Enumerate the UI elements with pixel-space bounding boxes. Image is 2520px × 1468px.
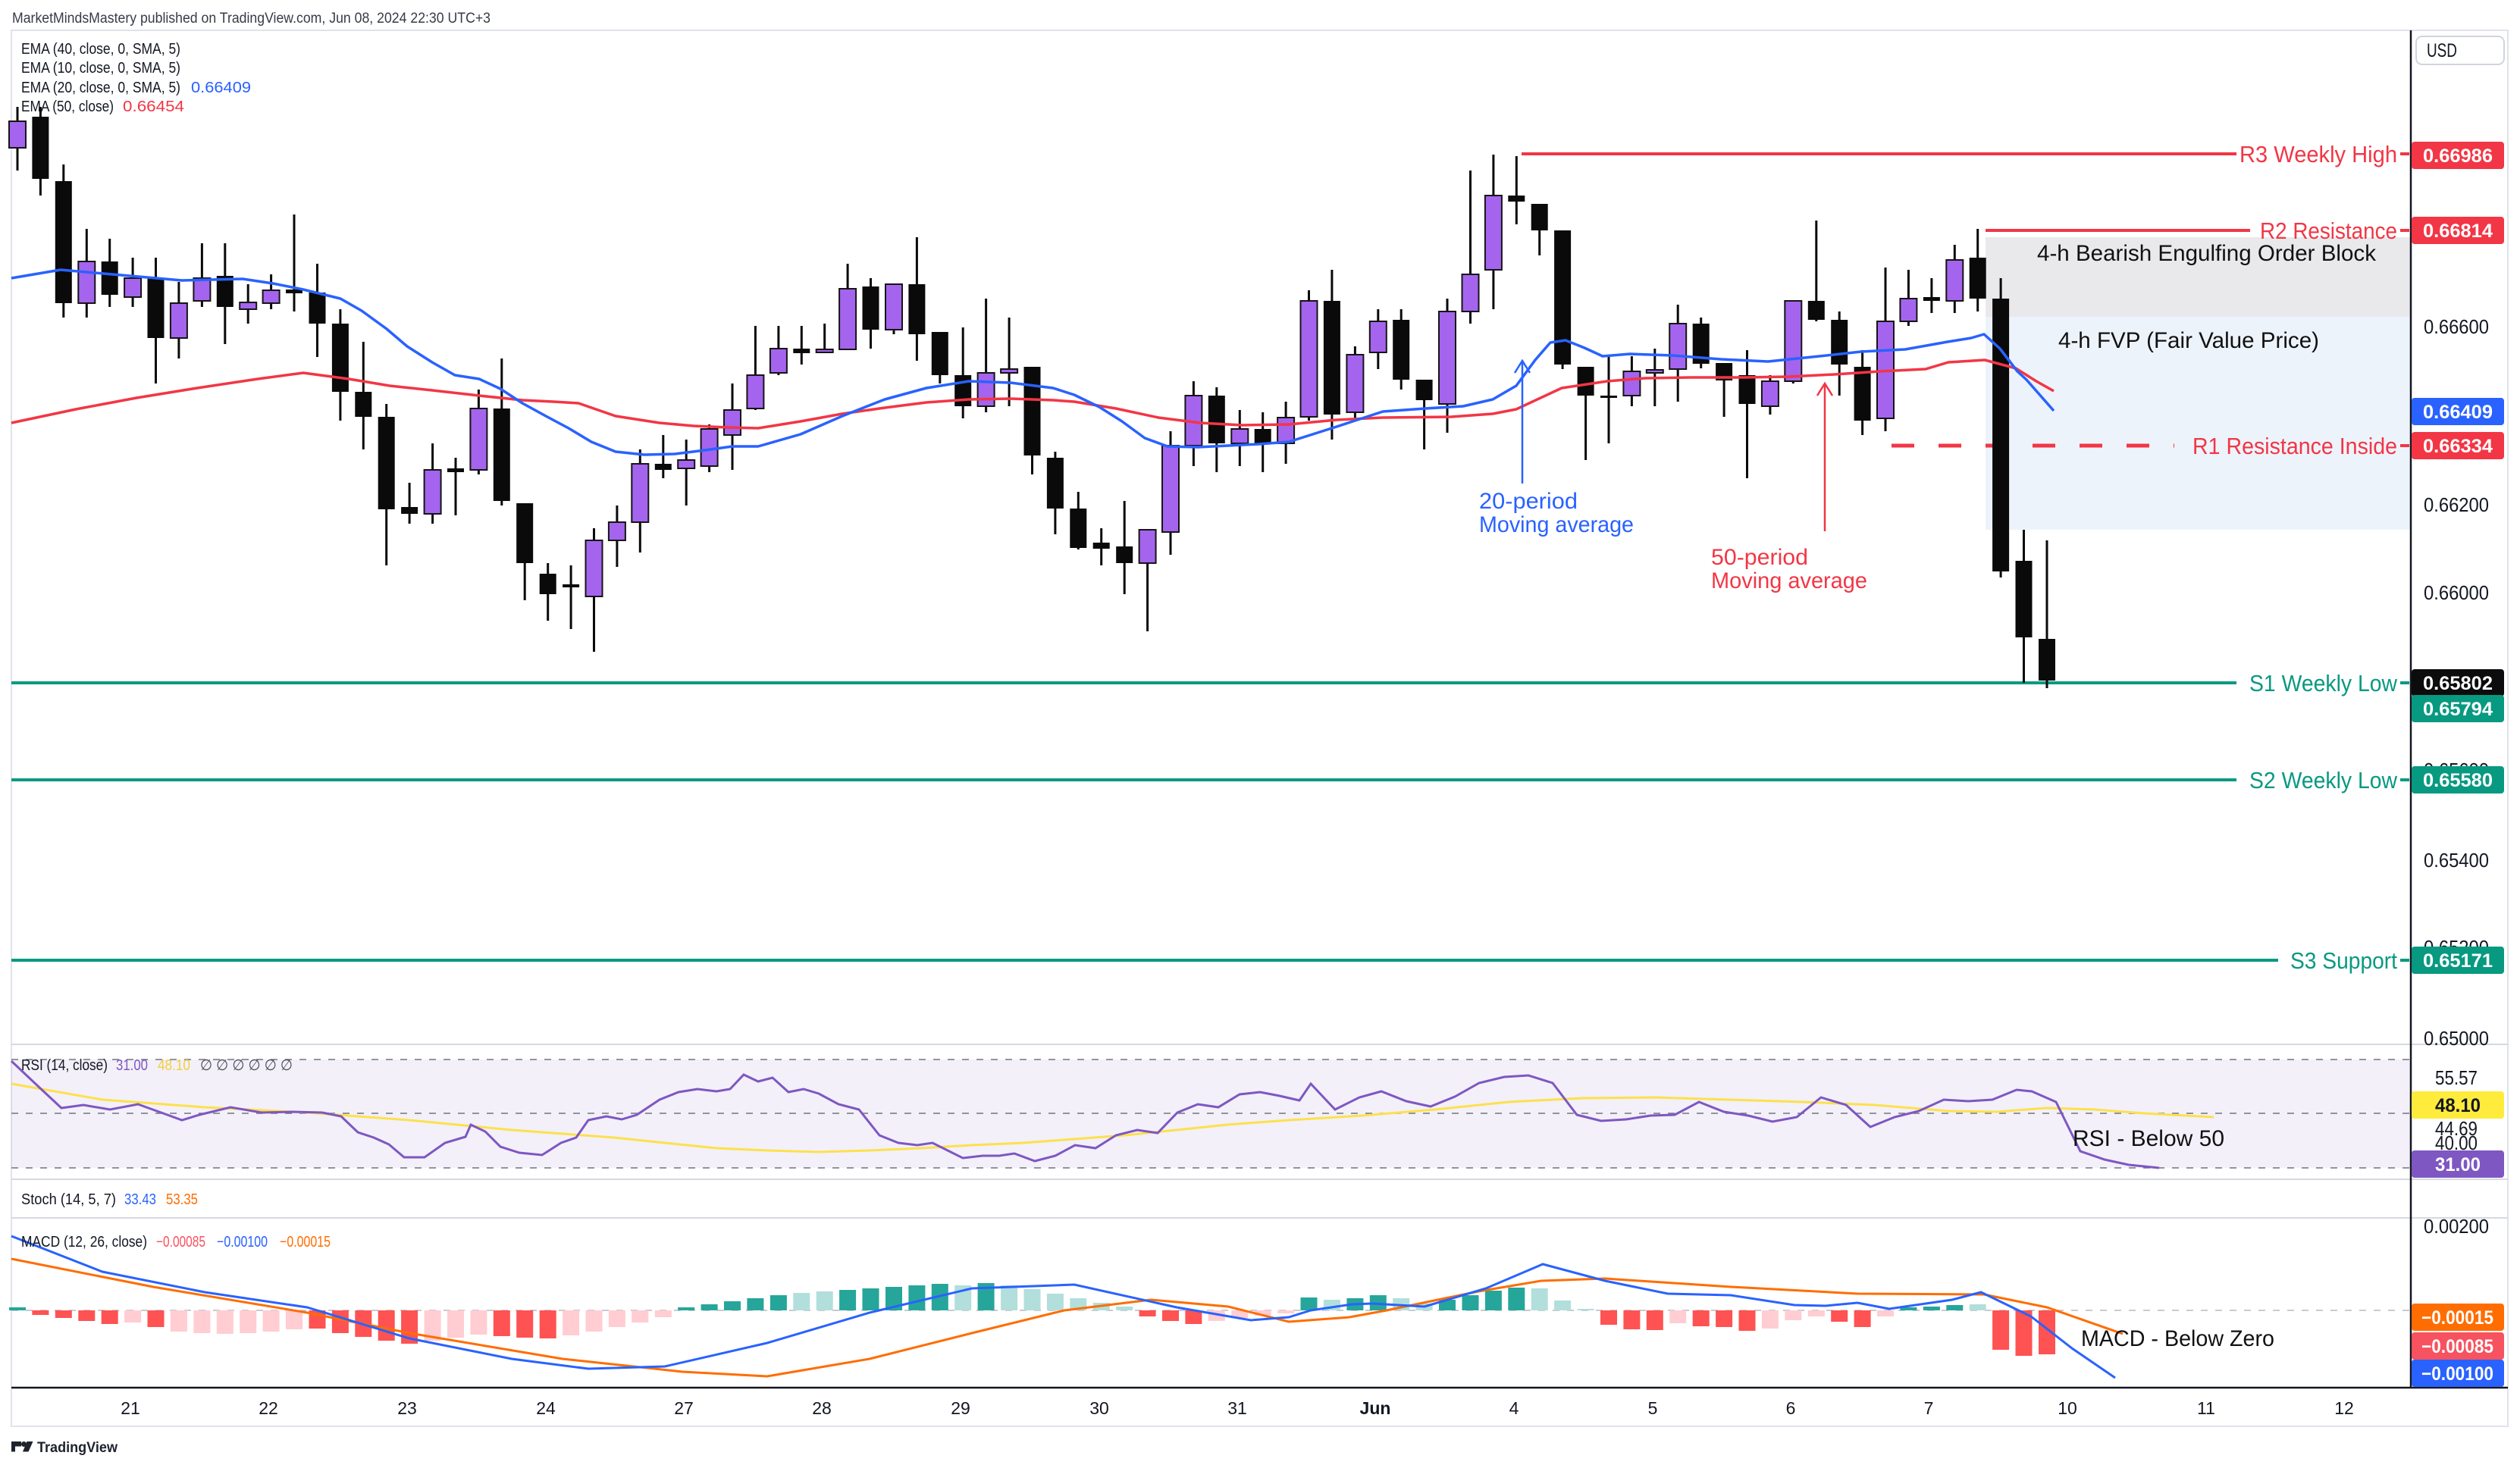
svg-text:EMA (10, close, 0, SMA, 5): EMA (10, close, 0, SMA, 5) bbox=[21, 60, 180, 77]
svg-text:EMA (40, close, 0, SMA, 5): EMA (40, close, 0, SMA, 5) bbox=[21, 41, 180, 58]
svg-text:0.66600: 0.66600 bbox=[2424, 315, 2489, 338]
svg-text:48.10: 48.10 bbox=[158, 1057, 190, 1074]
svg-text:MACD (12, 26, close): MACD (12, 26, close) bbox=[21, 1234, 147, 1250]
svg-text:0.65802: 0.65802 bbox=[2423, 673, 2493, 694]
svg-text:0.65000: 0.65000 bbox=[2424, 1027, 2489, 1050]
svg-text:0.66200: 0.66200 bbox=[2424, 493, 2489, 516]
svg-text:0.66986: 0.66986 bbox=[2423, 146, 2493, 167]
svg-text:S3 Support: S3 Support bbox=[2290, 947, 2397, 974]
svg-text:29: 29 bbox=[951, 1398, 970, 1418]
svg-text:R1 Resistance Inside: R1 Resistance Inside bbox=[2192, 433, 2397, 459]
svg-text:S1 Weekly Low: S1 Weekly Low bbox=[2249, 670, 2398, 696]
svg-text:4-h FVP (Fair Value Price): 4-h FVP (Fair Value Price) bbox=[2058, 328, 2319, 353]
svg-text:RSI - Below 50: RSI - Below 50 bbox=[2073, 1126, 2224, 1151]
svg-text:11: 11 bbox=[2197, 1398, 2215, 1418]
svg-text:R3 Weekly High: R3 Weekly High bbox=[2239, 141, 2397, 167]
svg-text:MACD - Below Zero: MACD - Below Zero bbox=[2081, 1326, 2274, 1351]
svg-text:0.65794: 0.65794 bbox=[2423, 699, 2493, 720]
svg-text:53.35: 53.35 bbox=[166, 1191, 198, 1208]
svg-text:∅ ∅ ∅ ∅ ∅ ∅: ∅ ∅ ∅ ∅ ∅ ∅ bbox=[200, 1057, 293, 1074]
svg-text:7: 7 bbox=[1924, 1398, 1934, 1418]
svg-text:0.66454: 0.66454 bbox=[123, 99, 184, 115]
svg-text:EMA (20, close, 0, SMA, 5): EMA (20, close, 0, SMA, 5) bbox=[21, 80, 180, 96]
svg-text:R2 Resistance: R2 Resistance bbox=[2260, 218, 2397, 244]
svg-text:6: 6 bbox=[1786, 1398, 1796, 1418]
svg-text:USD: USD bbox=[2427, 40, 2457, 61]
svg-text:Stoch (14, 5, 7): Stoch (14, 5, 7) bbox=[21, 1191, 116, 1208]
svg-text:24: 24 bbox=[536, 1398, 556, 1418]
svg-text:5: 5 bbox=[1648, 1398, 1658, 1418]
svg-text:RSI (14, close): RSI (14, close) bbox=[21, 1057, 108, 1074]
svg-text:27: 27 bbox=[674, 1398, 694, 1418]
svg-text:0.65400: 0.65400 bbox=[2424, 849, 2489, 872]
svg-text:50-period: 50-period bbox=[1711, 545, 1808, 570]
svg-text:MarketMindsMastery published o: MarketMindsMastery published on TradingV… bbox=[12, 11, 491, 27]
svg-text:0.00200: 0.00200 bbox=[2424, 1215, 2489, 1238]
svg-text:−0.00015: −0.00015 bbox=[2421, 1307, 2493, 1329]
svg-text:33.43: 33.43 bbox=[124, 1191, 156, 1208]
svg-text:0.66409: 0.66409 bbox=[2423, 402, 2493, 423]
svg-text:0.66814: 0.66814 bbox=[2423, 221, 2493, 242]
svg-text:31.00: 31.00 bbox=[116, 1057, 148, 1074]
svg-text:0.66334: 0.66334 bbox=[2423, 436, 2493, 457]
svg-text:−0.00100: −0.00100 bbox=[2421, 1363, 2493, 1385]
svg-text:−0.00085: −0.00085 bbox=[156, 1234, 205, 1250]
svg-text:44.69: 44.69 bbox=[2435, 1117, 2478, 1140]
svg-text:10: 10 bbox=[2058, 1398, 2077, 1418]
svg-text:Moving average: Moving average bbox=[1479, 512, 1634, 537]
svg-text:EMA (50, close): EMA (50, close) bbox=[21, 99, 114, 115]
svg-text:55.57: 55.57 bbox=[2435, 1066, 2478, 1089]
svg-text:−0.00015: −0.00015 bbox=[280, 1234, 331, 1250]
svg-text:31: 31 bbox=[1227, 1398, 1247, 1418]
svg-text:0.66409: 0.66409 bbox=[191, 80, 251, 96]
svg-text:30: 30 bbox=[1089, 1398, 1109, 1418]
svg-text:21: 21 bbox=[121, 1398, 140, 1418]
svg-text:−0.00085: −0.00085 bbox=[2421, 1336, 2493, 1357]
svg-text:31.00: 31.00 bbox=[2435, 1154, 2481, 1175]
svg-text:0.66000: 0.66000 bbox=[2424, 581, 2489, 604]
svg-text:−0.00100: −0.00100 bbox=[217, 1234, 268, 1250]
svg-text:23: 23 bbox=[397, 1398, 417, 1418]
svg-text:12: 12 bbox=[2334, 1398, 2354, 1418]
svg-text:Jun: Jun bbox=[1360, 1398, 1391, 1418]
svg-text:22: 22 bbox=[259, 1398, 278, 1418]
svg-text:48.10: 48.10 bbox=[2435, 1095, 2481, 1116]
svg-text:20-period: 20-period bbox=[1479, 489, 1578, 514]
svg-text:4: 4 bbox=[1509, 1398, 1519, 1418]
svg-text:S2 Weekly Low: S2 Weekly Low bbox=[2249, 767, 2398, 793]
svg-text:0.65580: 0.65580 bbox=[2423, 770, 2493, 791]
svg-text:0.65171: 0.65171 bbox=[2423, 950, 2493, 972]
svg-text:Moving average: Moving average bbox=[1711, 568, 1867, 593]
svg-text:TradingView: TradingView bbox=[37, 1440, 118, 1456]
svg-text:28: 28 bbox=[812, 1398, 832, 1418]
svg-text:4-h Bearish Engulfing Order Bl: 4-h Bearish Engulfing Order Block bbox=[2037, 241, 2377, 266]
